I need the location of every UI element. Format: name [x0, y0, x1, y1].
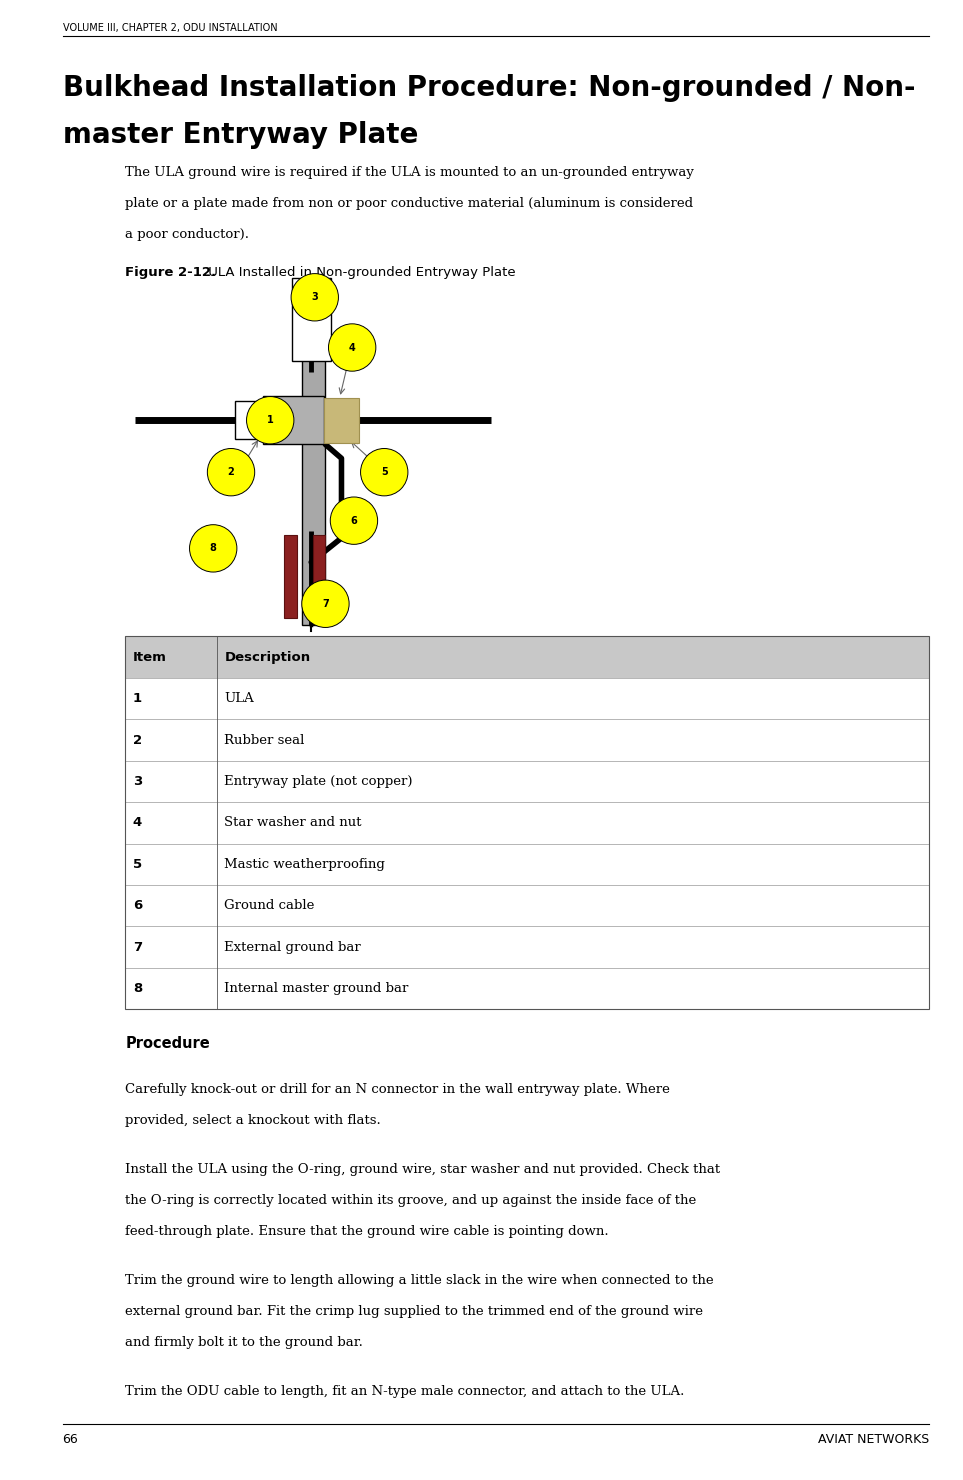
Text: Bulkhead Installation Procedure: Non-grounded / Non-: Bulkhead Installation Procedure: Non-gro…	[63, 74, 915, 102]
Bar	[263, 397, 324, 444]
Text: the O-ring is correctly located within its groove, and up against the inside fac: the O-ring is correctly located within i…	[125, 1194, 696, 1208]
Text: 2: 2	[133, 734, 142, 746]
Text: Internal master ground bar: Internal master ground bar	[224, 983, 408, 995]
Text: 6: 6	[351, 515, 357, 525]
Text: 1: 1	[133, 693, 142, 704]
Text: 7: 7	[133, 941, 142, 953]
Text: Procedure: Procedure	[125, 1036, 210, 1051]
Text: Carefully knock-out or drill for an N connector in the wall entryway plate. Wher: Carefully knock-out or drill for an N co…	[125, 1083, 670, 1097]
Bar	[313, 534, 325, 617]
Text: ULA: ULA	[224, 693, 254, 704]
Bar	[235, 401, 263, 440]
Ellipse shape	[207, 448, 254, 496]
Text: 3: 3	[311, 292, 318, 302]
Text: Item: Item	[133, 651, 167, 663]
Ellipse shape	[360, 448, 408, 496]
Text: and firmly bolt it to the ground bar.: and firmly bolt it to the ground bar.	[125, 1336, 363, 1350]
Text: The ULA ground wire is required if the ULA is mounted to an un-grounded entryway: The ULA ground wire is required if the U…	[125, 166, 694, 179]
Text: provided, select a knockout with flats.: provided, select a knockout with flats.	[125, 1114, 381, 1128]
Text: a poor conductor).: a poor conductor).	[125, 228, 249, 241]
Text: Mastic weatherproofing: Mastic weatherproofing	[224, 858, 385, 870]
Text: Install the ULA using the O-ring, ground wire, star washer and nut provided. Che: Install the ULA using the O-ring, ground…	[125, 1163, 720, 1177]
Text: Description: Description	[224, 651, 310, 663]
Bar	[302, 278, 325, 625]
Text: 4: 4	[133, 817, 143, 829]
Text: Star washer and nut: Star washer and nut	[224, 817, 362, 829]
Text: 8: 8	[210, 543, 217, 554]
Bar	[292, 278, 331, 361]
Text: Trim the ground wire to length allowing a little slack in the wire when connecte: Trim the ground wire to length allowing …	[125, 1274, 714, 1288]
Text: 8: 8	[133, 983, 143, 995]
Bar	[125, 926, 929, 968]
Text: 66: 66	[63, 1433, 78, 1446]
Ellipse shape	[301, 580, 350, 628]
Bar	[125, 968, 929, 1009]
Bar	[125, 719, 929, 761]
Ellipse shape	[330, 497, 377, 545]
Bar	[284, 534, 297, 617]
Ellipse shape	[328, 324, 376, 371]
Text: 2: 2	[227, 468, 234, 477]
Text: AVIAT NETWORKS: AVIAT NETWORKS	[818, 1433, 929, 1446]
Text: 5: 5	[380, 468, 388, 477]
Text: 5: 5	[133, 858, 142, 870]
Text: 1: 1	[267, 416, 273, 425]
Text: feed-through plate. Ensure that the ground wire cable is pointing down.: feed-through plate. Ensure that the grou…	[125, 1225, 609, 1239]
Ellipse shape	[190, 525, 237, 573]
Text: VOLUME III, CHAPTER 2, ODU INSTALLATION: VOLUME III, CHAPTER 2, ODU INSTALLATION	[63, 24, 277, 33]
Text: External ground bar: External ground bar	[224, 941, 361, 953]
Text: 3: 3	[133, 776, 143, 787]
Text: Entryway plate (not copper): Entryway plate (not copper)	[224, 776, 413, 787]
Text: Trim the ODU cable to length, fit an N-type male connector, and attach to the UL: Trim the ODU cable to length, fit an N-t…	[125, 1385, 685, 1399]
Text: ULA Installed in Non-grounded Entryway Plate: ULA Installed in Non-grounded Entryway P…	[204, 266, 516, 280]
Bar	[125, 885, 929, 926]
Bar	[125, 844, 929, 885]
Text: 4: 4	[349, 342, 355, 352]
Text: Figure 2-12.: Figure 2-12.	[125, 266, 217, 280]
Bar	[324, 398, 359, 443]
Text: 6: 6	[133, 900, 143, 912]
Bar	[125, 761, 929, 802]
Bar	[125, 636, 929, 1009]
Ellipse shape	[291, 274, 338, 321]
Text: Ground cable: Ground cable	[224, 900, 315, 912]
Text: external ground bar. Fit the crimp lug supplied to the trimmed end of the ground: external ground bar. Fit the crimp lug s…	[125, 1305, 703, 1319]
Text: master Entryway Plate: master Entryway Plate	[63, 121, 418, 149]
Bar	[125, 678, 929, 719]
Bar	[125, 636, 929, 678]
Text: Rubber seal: Rubber seal	[224, 734, 304, 746]
Text: 7: 7	[322, 599, 328, 608]
Text: plate or a plate made from non or poor conductive material (aluminum is consider: plate or a plate made from non or poor c…	[125, 197, 693, 210]
Bar	[125, 802, 929, 844]
Ellipse shape	[247, 397, 294, 444]
